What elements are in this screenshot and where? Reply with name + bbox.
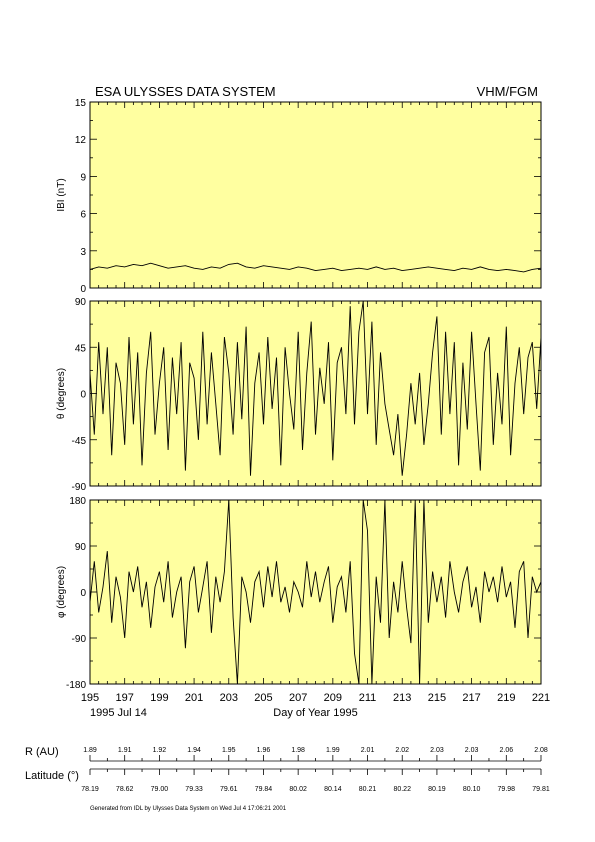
chart-title-right: VHM/FGM <box>477 84 538 99</box>
y-tick-label: 90 <box>75 297 87 308</box>
y-axis-label: θ (degrees) <box>56 368 67 419</box>
r-au-value: 2.01 <box>361 747 375 754</box>
x-tick-label: 217 <box>462 692 480 704</box>
panel-frame <box>89 499 542 685</box>
r-au-value: 1.99 <box>326 747 340 754</box>
latitude-value: 80.22 <box>393 786 411 793</box>
r-au-value: 1.96 <box>257 747 271 754</box>
panel-frame <box>89 300 542 487</box>
r-au-value: 2.06 <box>499 747 513 754</box>
y-tick-label: -90 <box>72 482 87 493</box>
field-magnitude-panel: 0 3 6 9 12 15 IBI (nT) <box>56 98 542 295</box>
panel-frame <box>89 101 542 289</box>
r-au-value: 1.98 <box>291 747 305 754</box>
x-tick-label: 199 <box>150 692 168 704</box>
r-au-value: 2.08 <box>534 747 548 754</box>
y-axis-label: IBI (nT) <box>56 178 67 211</box>
r-au-value: 1.89 <box>83 747 97 754</box>
y-axis-label: φ (degrees) <box>56 566 67 618</box>
y-tick-label: 15 <box>75 98 87 109</box>
phi-panel: -180 -90 0 90 180 φ (degrees) <box>56 496 542 691</box>
latitude-value: 80.10 <box>463 786 481 793</box>
latitude-value: 78.19 <box>81 786 99 793</box>
theta-panel: -90 -45 0 45 90 θ (degrees) <box>56 297 542 493</box>
r-au-value: 1.95 <box>222 747 236 754</box>
y-tick-label: 0 <box>80 588 86 599</box>
latitude-value: 79.61 <box>220 786 238 793</box>
r-au-value: 2.02 <box>395 747 409 754</box>
r-au-value: 1.94 <box>187 747 201 754</box>
latitude-value: 79.33 <box>185 786 203 793</box>
x-tick-label: 203 <box>220 692 238 704</box>
latitude-value: 79.98 <box>498 786 516 793</box>
x-axis-label: Day of Year 1995 <box>273 707 357 719</box>
y-tick-label: -90 <box>72 634 87 645</box>
series-line <box>89 499 542 685</box>
x-tick-label: 221 <box>532 692 550 704</box>
x-tick-label: 205 <box>254 692 272 704</box>
y-tick-label: 0 <box>80 390 86 401</box>
x-tick-label: 195 <box>81 692 99 704</box>
x-tick-label: 209 <box>324 692 342 704</box>
latitude-value: 79.84 <box>255 786 273 793</box>
latitude-value: 80.14 <box>324 786 342 793</box>
orbit-scale: R (AU) Latitude (°) 1.89 1.91 1.92 1.94 1.95… <box>25 746 550 793</box>
y-tick-label: 0 <box>80 284 86 295</box>
x-tick-label: 215 <box>428 692 446 704</box>
x-tick-label: 197 <box>116 692 134 704</box>
chart-title-left: ESA ULYSSES DATA SYSTEM <box>95 84 276 99</box>
latitude-value: 80.19 <box>428 786 446 793</box>
y-tick-label: 9 <box>80 172 86 183</box>
y-tick-label: 45 <box>75 343 87 354</box>
series-line <box>89 262 542 273</box>
generated-note: Generated from IDL by Ulysses Data Syste… <box>90 806 287 812</box>
start-date-label: 1995 Jul 14 <box>90 707 147 719</box>
y-tick-label: 90 <box>75 542 87 553</box>
y-tick-label: -45 <box>72 436 87 447</box>
plot-panels: 0 3 6 9 12 15 IBI (nT) -90 -45 0 45 90 θ (degrees) -1… <box>56 98 550 719</box>
y-tick-label: 6 <box>80 210 86 221</box>
series-line <box>89 300 542 476</box>
r-au-label: R (AU) <box>25 746 59 758</box>
latitude-value: 79.81 <box>532 786 550 793</box>
latitude-value: 80.02 <box>289 786 307 793</box>
r-au-value: 2.03 <box>430 747 444 754</box>
latitude-value: 78.62 <box>116 786 134 793</box>
x-tick-label: 207 <box>289 692 307 704</box>
r-au-value: 1.91 <box>118 747 132 754</box>
latitude-value: 79.00 <box>151 786 169 793</box>
latitude-label: Latitude (°) <box>25 770 79 782</box>
r-au-value: 2.03 <box>465 747 479 754</box>
x-tick-label: 219 <box>497 692 515 704</box>
x-tick-label: 211 <box>359 692 377 704</box>
r-au-value: 1.92 <box>153 747 167 754</box>
x-tick-label: 201 <box>185 692 203 704</box>
y-tick-label: 3 <box>80 247 86 258</box>
x-tick-label: 213 <box>393 692 411 704</box>
y-tick-label: -180 <box>66 680 86 691</box>
y-tick-label: 180 <box>69 496 86 507</box>
y-tick-label: 12 <box>75 135 87 146</box>
latitude-value: 80.21 <box>359 786 377 793</box>
